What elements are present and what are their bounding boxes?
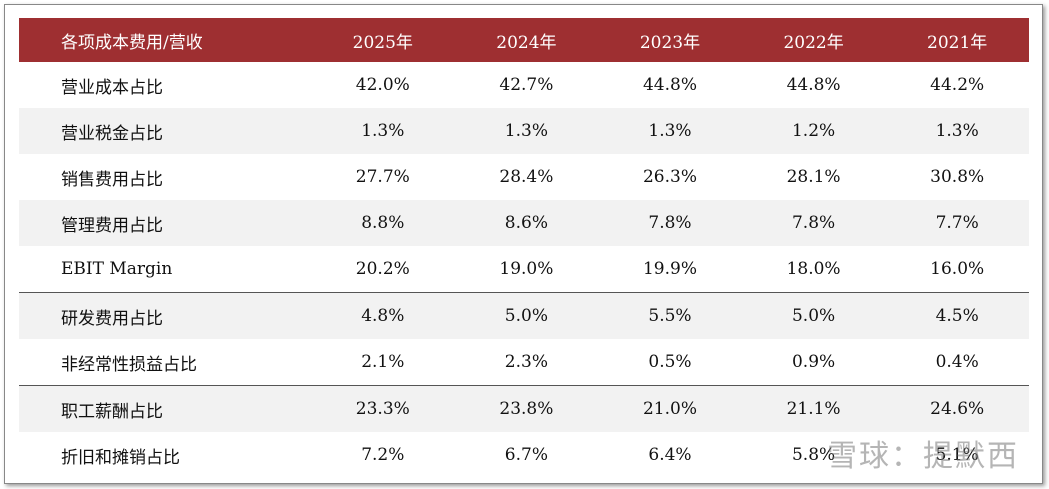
header-cell: 2021年 (885, 18, 1029, 62)
cell: 19.9% (642, 259, 697, 279)
cell: 28.4% (499, 167, 554, 187)
cell: 1.3% (598, 108, 742, 154)
cell: 21.1% (741, 385, 886, 432)
header-cell: 2023年 (598, 18, 742, 62)
cell: 5.1% (935, 445, 979, 465)
cell: 24.6% (885, 385, 1029, 432)
cell: 1.3% (311, 108, 455, 154)
cell: 5.5% (598, 292, 742, 339)
cell: 0.4% (935, 352, 979, 372)
cell: 7.7% (885, 200, 1029, 246)
cell: 1.3% (885, 108, 1029, 154)
cell: 1.3% (454, 108, 599, 154)
header-row: 各项成本费用/营收 2025年 2024年 2023年 2022年 2021年 (19, 18, 1029, 62)
cell: 42.0% (355, 75, 410, 95)
cell: 4.5% (885, 292, 1029, 339)
cell: 20.2% (355, 259, 410, 279)
cell: 4.8% (311, 292, 455, 339)
row-label: 研发费用占比 (19, 292, 311, 339)
row-label: 销售费用占比 (61, 169, 163, 190)
cell: 27.7% (355, 167, 410, 187)
cell: 2.1% (361, 352, 405, 372)
cell: 21.0% (598, 385, 742, 432)
table-row: 研发费用占比 4.8% 5.0% 5.5% 5.0% 4.5% (19, 292, 1029, 339)
cell: 44.8% (786, 75, 841, 95)
table-row: 营业成本占比 42.0% 42.7% 44.8% 44.8% 44.2% (19, 62, 1029, 108)
header-cell: 各项成本费用/营收 (19, 18, 311, 62)
table-row: 管理费用占比 8.8% 8.6% 7.8% 7.8% 7.7% (19, 200, 1029, 246)
cell: 8.8% (311, 200, 455, 246)
row-label: 折旧和摊销占比 (61, 447, 180, 468)
row-label: 营业税金占比 (19, 108, 311, 154)
table-row: EBIT Margin 20.2% 19.0% 19.9% 18.0% 16.0% (19, 246, 1029, 293)
row-label: EBIT Margin (61, 259, 173, 279)
cell: 8.6% (454, 200, 599, 246)
row-label: 职工薪酬占比 (19, 385, 311, 432)
watermark: 雪球：提默西 (827, 439, 1019, 474)
cell: 5.8% (791, 445, 836, 465)
cell: 23.3% (311, 385, 455, 432)
row-label: 管理费用占比 (19, 200, 311, 246)
cell: 19.0% (499, 259, 554, 279)
header-cell: 2022年 (741, 18, 886, 62)
cell: 2.3% (504, 352, 548, 372)
cell: 18.0% (786, 259, 841, 279)
frame: 各项成本费用/营收 2025年 2024年 2023年 2022年 2021年 营业成本占比… (4, 4, 1043, 484)
cell: 30.8% (930, 167, 985, 187)
cell: 6.4% (648, 445, 692, 465)
cell: 0.9% (791, 352, 836, 372)
cell: 0.5% (648, 352, 692, 372)
table-row: 非经常性损益占比 2.1% 2.3% 0.5% 0.9% 0.4% (19, 339, 1029, 386)
cell: 7.2% (361, 445, 405, 465)
table-row: 营业税金占比 1.3% 1.3% 1.3% 1.2% 1.3% (19, 108, 1029, 154)
cell: 1.2% (741, 108, 886, 154)
row-label: 非经常性损益占比 (61, 354, 197, 375)
table: 各项成本费用/营收 2025年 2024年 2023年 2022年 2021年 营业成本占比… (19, 18, 1029, 478)
row-label: 营业成本占比 (61, 77, 163, 98)
table-row: 职工薪酬占比 23.3% 23.8% 21.0% 21.1% 24.6% (19, 385, 1029, 432)
cell: 5.0% (454, 292, 599, 339)
cell: 44.2% (930, 75, 985, 95)
cell: 42.7% (499, 75, 554, 95)
cell: 44.8% (642, 75, 697, 95)
cell: 7.8% (598, 200, 742, 246)
table-row: 销售费用占比 27.7% 28.4% 26.3% 28.1% 30.8% (19, 154, 1029, 200)
cell: 5.0% (741, 292, 886, 339)
cell: 28.1% (786, 167, 841, 187)
cell: 26.3% (642, 167, 697, 187)
table-row: 折旧和摊销占比 7.2% 6.7% 6.4% 5.8% 5.1% (19, 432, 1029, 478)
cell: 7.8% (741, 200, 886, 246)
cell: 16.0% (930, 259, 985, 279)
header-cell: 2025年 (311, 18, 455, 62)
cell: 23.8% (454, 385, 599, 432)
cell: 6.7% (504, 445, 548, 465)
header-cell: 2024年 (454, 18, 599, 62)
